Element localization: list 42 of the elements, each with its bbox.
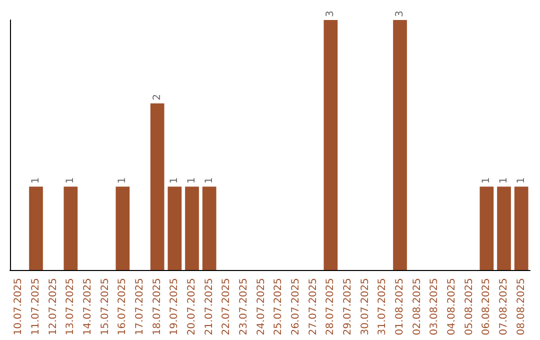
data-label: 1 [516, 177, 527, 184]
x-tick-label: 29.07.2025 [342, 278, 354, 336]
x-tick-label: 18.07.2025 [152, 278, 163, 336]
data-label: 1 [498, 177, 510, 184]
x-tick-label: 11.07.2025 [30, 278, 42, 336]
x-tick-label: 13.07.2025 [65, 278, 76, 336]
x-tick-label: 25.07.2025 [273, 278, 284, 336]
x-tick-label: 23.07.2025 [238, 278, 250, 336]
x-tick-label: 08.08.2025 [516, 278, 527, 336]
x-tick-label: 17.07.2025 [134, 278, 146, 336]
x-tick-label: 14.07.2025 [82, 278, 94, 336]
data-label: 3 [394, 10, 406, 17]
x-tick-label: 27.07.2025 [308, 278, 319, 336]
x-tick-label: 01.08.2025 [394, 278, 406, 336]
x-tick-label: 15.07.2025 [100, 278, 111, 336]
x-tick-label: 19.07.2025 [169, 278, 180, 336]
x-tick-label: 22.07.2025 [221, 278, 232, 336]
data-label: 3 [325, 10, 336, 17]
x-tick-label: 26.07.2025 [290, 278, 302, 336]
x-tick-label: 24.07.2025 [256, 278, 267, 336]
data-label: 1 [65, 177, 76, 184]
data-label: 1 [481, 177, 492, 184]
x-tick-label: 05.08.2025 [464, 278, 475, 336]
data-label: 1 [30, 177, 42, 184]
x-tick-label: 16.07.2025 [117, 278, 128, 336]
x-tick-label: 30.07.2025 [360, 278, 371, 336]
x-tick-label: 21.07.2025 [204, 278, 215, 336]
x-tick-label: 06.08.2025 [481, 278, 492, 336]
data-label: 1 [204, 177, 215, 184]
x-tick-label: 20.07.2025 [186, 278, 198, 336]
x-tick-label: 03.08.2025 [429, 278, 440, 336]
x-tick-label: 07.08.2025 [498, 278, 510, 336]
x-tick-label: 04.08.2025 [446, 278, 458, 336]
x-tick-label: 02.08.2025 [412, 278, 423, 336]
data-label: 1 [169, 177, 180, 184]
x-tick-label: 31.07.2025 [377, 278, 388, 336]
x-tick-label: 10.07.2025 [13, 278, 24, 336]
data-label: 1 [186, 177, 198, 184]
x-tick-label: 12.07.2025 [48, 278, 59, 336]
x-tick-label: 28.07.2025 [325, 278, 336, 336]
data-label: 2 [152, 94, 163, 100]
data-label: 1 [117, 177, 128, 184]
